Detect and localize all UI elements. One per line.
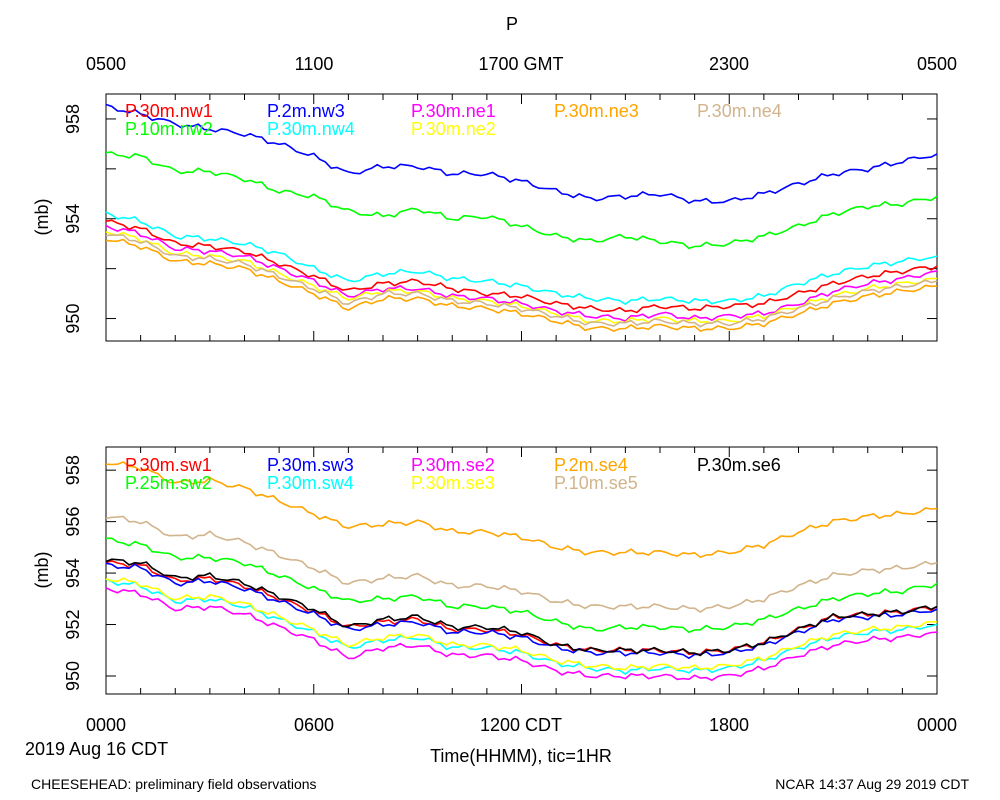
series-line-P.25m.sw2 [105, 537, 938, 634]
y-tick-label: 958 [63, 455, 83, 485]
legend-entry: P.25m.sw2 [125, 473, 212, 493]
legend-entry: P.30m.ne4 [697, 101, 782, 121]
legend-entry: P.30m.sw4 [267, 473, 354, 493]
legend-entry: P.2m.nw3 [267, 101, 345, 121]
bottom-axis-label: 0000 [917, 715, 957, 735]
legend-entry: P.30m.se3 [411, 473, 495, 493]
legend-entry: P.30m.ne3 [554, 101, 639, 121]
series-line-P.30m.nw4 [105, 211, 938, 306]
series-line-P.30m.sw3 [105, 562, 938, 660]
y-tick-label: 950 [63, 661, 83, 691]
lower-plot-frame [105, 446, 938, 695]
top-axis-label: 1100 [295, 54, 334, 74]
top-axis-label: 1700 GMT [478, 54, 563, 74]
y-tick-label: 954 [63, 204, 83, 234]
chart-title: P [506, 14, 518, 34]
legend-entry: P.30m.ne2 [411, 119, 496, 139]
legend-entry: P.2m.se4 [554, 455, 628, 475]
upper-ylabel: (mb) [32, 199, 52, 236]
series-line-P.2m.se4 [105, 461, 938, 559]
top-axis-label: 0500 [917, 54, 957, 74]
date-label: 2019 Aug 16 CDT [25, 739, 168, 759]
legend-entry: P.30m.nw1 [125, 101, 213, 121]
y-tick-label: 952 [63, 610, 83, 640]
series-line-P.30m.ne3 [105, 238, 938, 332]
bottom-axis-label: 1800 [709, 715, 749, 735]
footer-left: CHEESEHEAD: preliminary field observatio… [31, 776, 317, 792]
y-tick-label: 956 [63, 507, 83, 537]
y-tick-label: 954 [63, 558, 83, 588]
upper-panel: P.30m.nw1 P.2m.nw3 P.30m.ne1 P.30m.ne3 P.30m… [32, 93, 938, 342]
bottom-axis-label: 1200 CDT [480, 715, 562, 735]
y-tick-label: 958 [63, 104, 83, 134]
series-line-P.10m.se5 [105, 515, 938, 613]
legend-entry: P.30m.se2 [411, 455, 495, 475]
series-line-P.30m.sw1 [105, 560, 938, 656]
series-line-P.30m.ne1 [105, 224, 938, 323]
legend-entry: P.30m.sw1 [125, 455, 212, 475]
legend-entry: P.10m.se5 [554, 473, 638, 493]
series-line-P.30m.ne4 [105, 234, 938, 328]
legend-entry: P.10m.nw2 [125, 119, 213, 139]
series-line-P.30m.se3 [105, 577, 938, 671]
series-line-P.10m.nw2 [105, 151, 938, 250]
top-axis-label: 0500 [86, 54, 126, 74]
legend-entry: P.30m.se6 [697, 455, 781, 475]
lower-ylabel: (mb) [32, 552, 52, 589]
x-axis-title: Time(HHMM), tic=1HR [430, 746, 612, 766]
series-line-P.30m.ne2 [105, 231, 938, 325]
y-tick-label: 950 [63, 304, 83, 334]
footer-right: NCAR 14:37 Aug 29 2019 CDT [775, 776, 969, 792]
series-line-P.2m.nw3 [105, 103, 938, 205]
top-axis-label: 2300 [709, 54, 749, 74]
legend-entry: P.30m.sw3 [267, 455, 354, 475]
legend-entry: P.30m.nw4 [267, 119, 355, 139]
bottom-axis-label: 0000 [86, 715, 126, 735]
series-line-P.30m.se2 [105, 587, 938, 682]
series-line-P.30m.se6 [105, 558, 938, 657]
lower-panel: P.30m.sw1 P.30m.sw3 P.30m.se2 P.2m.se4 P.30m… [32, 446, 938, 695]
legend-entry: P.30m.ne1 [411, 101, 496, 121]
bottom-axis-label: 0600 [294, 715, 334, 735]
series-line-P.30m.nw1 [105, 219, 938, 314]
